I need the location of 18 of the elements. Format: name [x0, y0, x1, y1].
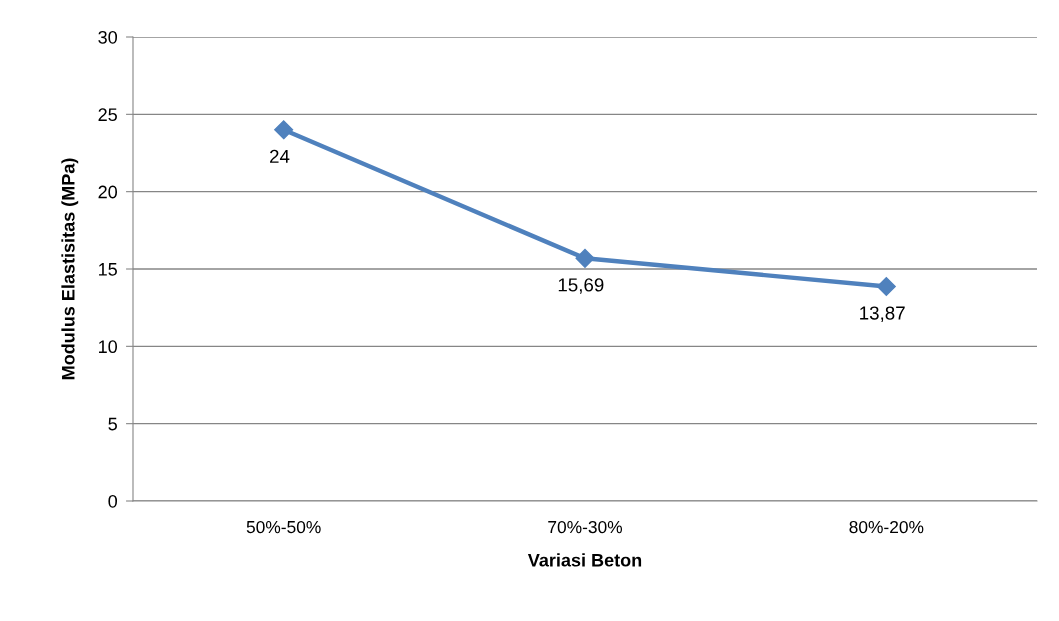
y-tick-label: 10: [99, 340, 118, 354]
y-tick-label: 15: [99, 263, 117, 276]
data-label: 15,69: [558, 278, 604, 294]
point: [575, 248, 595, 268]
point: [274, 120, 294, 140]
x-tick-label: 50%-50%: [246, 520, 321, 534]
y-tick-label: 20: [98, 185, 118, 199]
data-label: 13,87: [860, 306, 905, 322]
data-label: 24: [270, 149, 290, 163]
y-tick-label: 25: [98, 108, 117, 122]
point: [876, 276, 896, 297]
y-axis-title: Modulus Elastisitas (MPa): [61, 158, 79, 380]
x-tick-label: 80%-20%: [849, 520, 924, 534]
y-tick-label: 5: [108, 417, 117, 431]
x-tick-label: 70%-30%: [548, 520, 623, 534]
y-tick-label: 30: [98, 30, 118, 44]
x-axis-title: Variasi Beton: [527, 553, 642, 567]
y-tick-label: 0: [108, 494, 118, 508]
